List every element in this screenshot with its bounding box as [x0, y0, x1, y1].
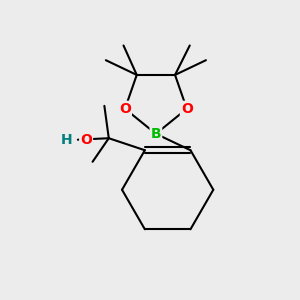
Text: O: O: [119, 102, 131, 116]
Text: B: B: [151, 127, 161, 141]
Text: O: O: [80, 133, 92, 147]
Text: H: H: [61, 133, 73, 147]
Text: O: O: [181, 102, 193, 116]
